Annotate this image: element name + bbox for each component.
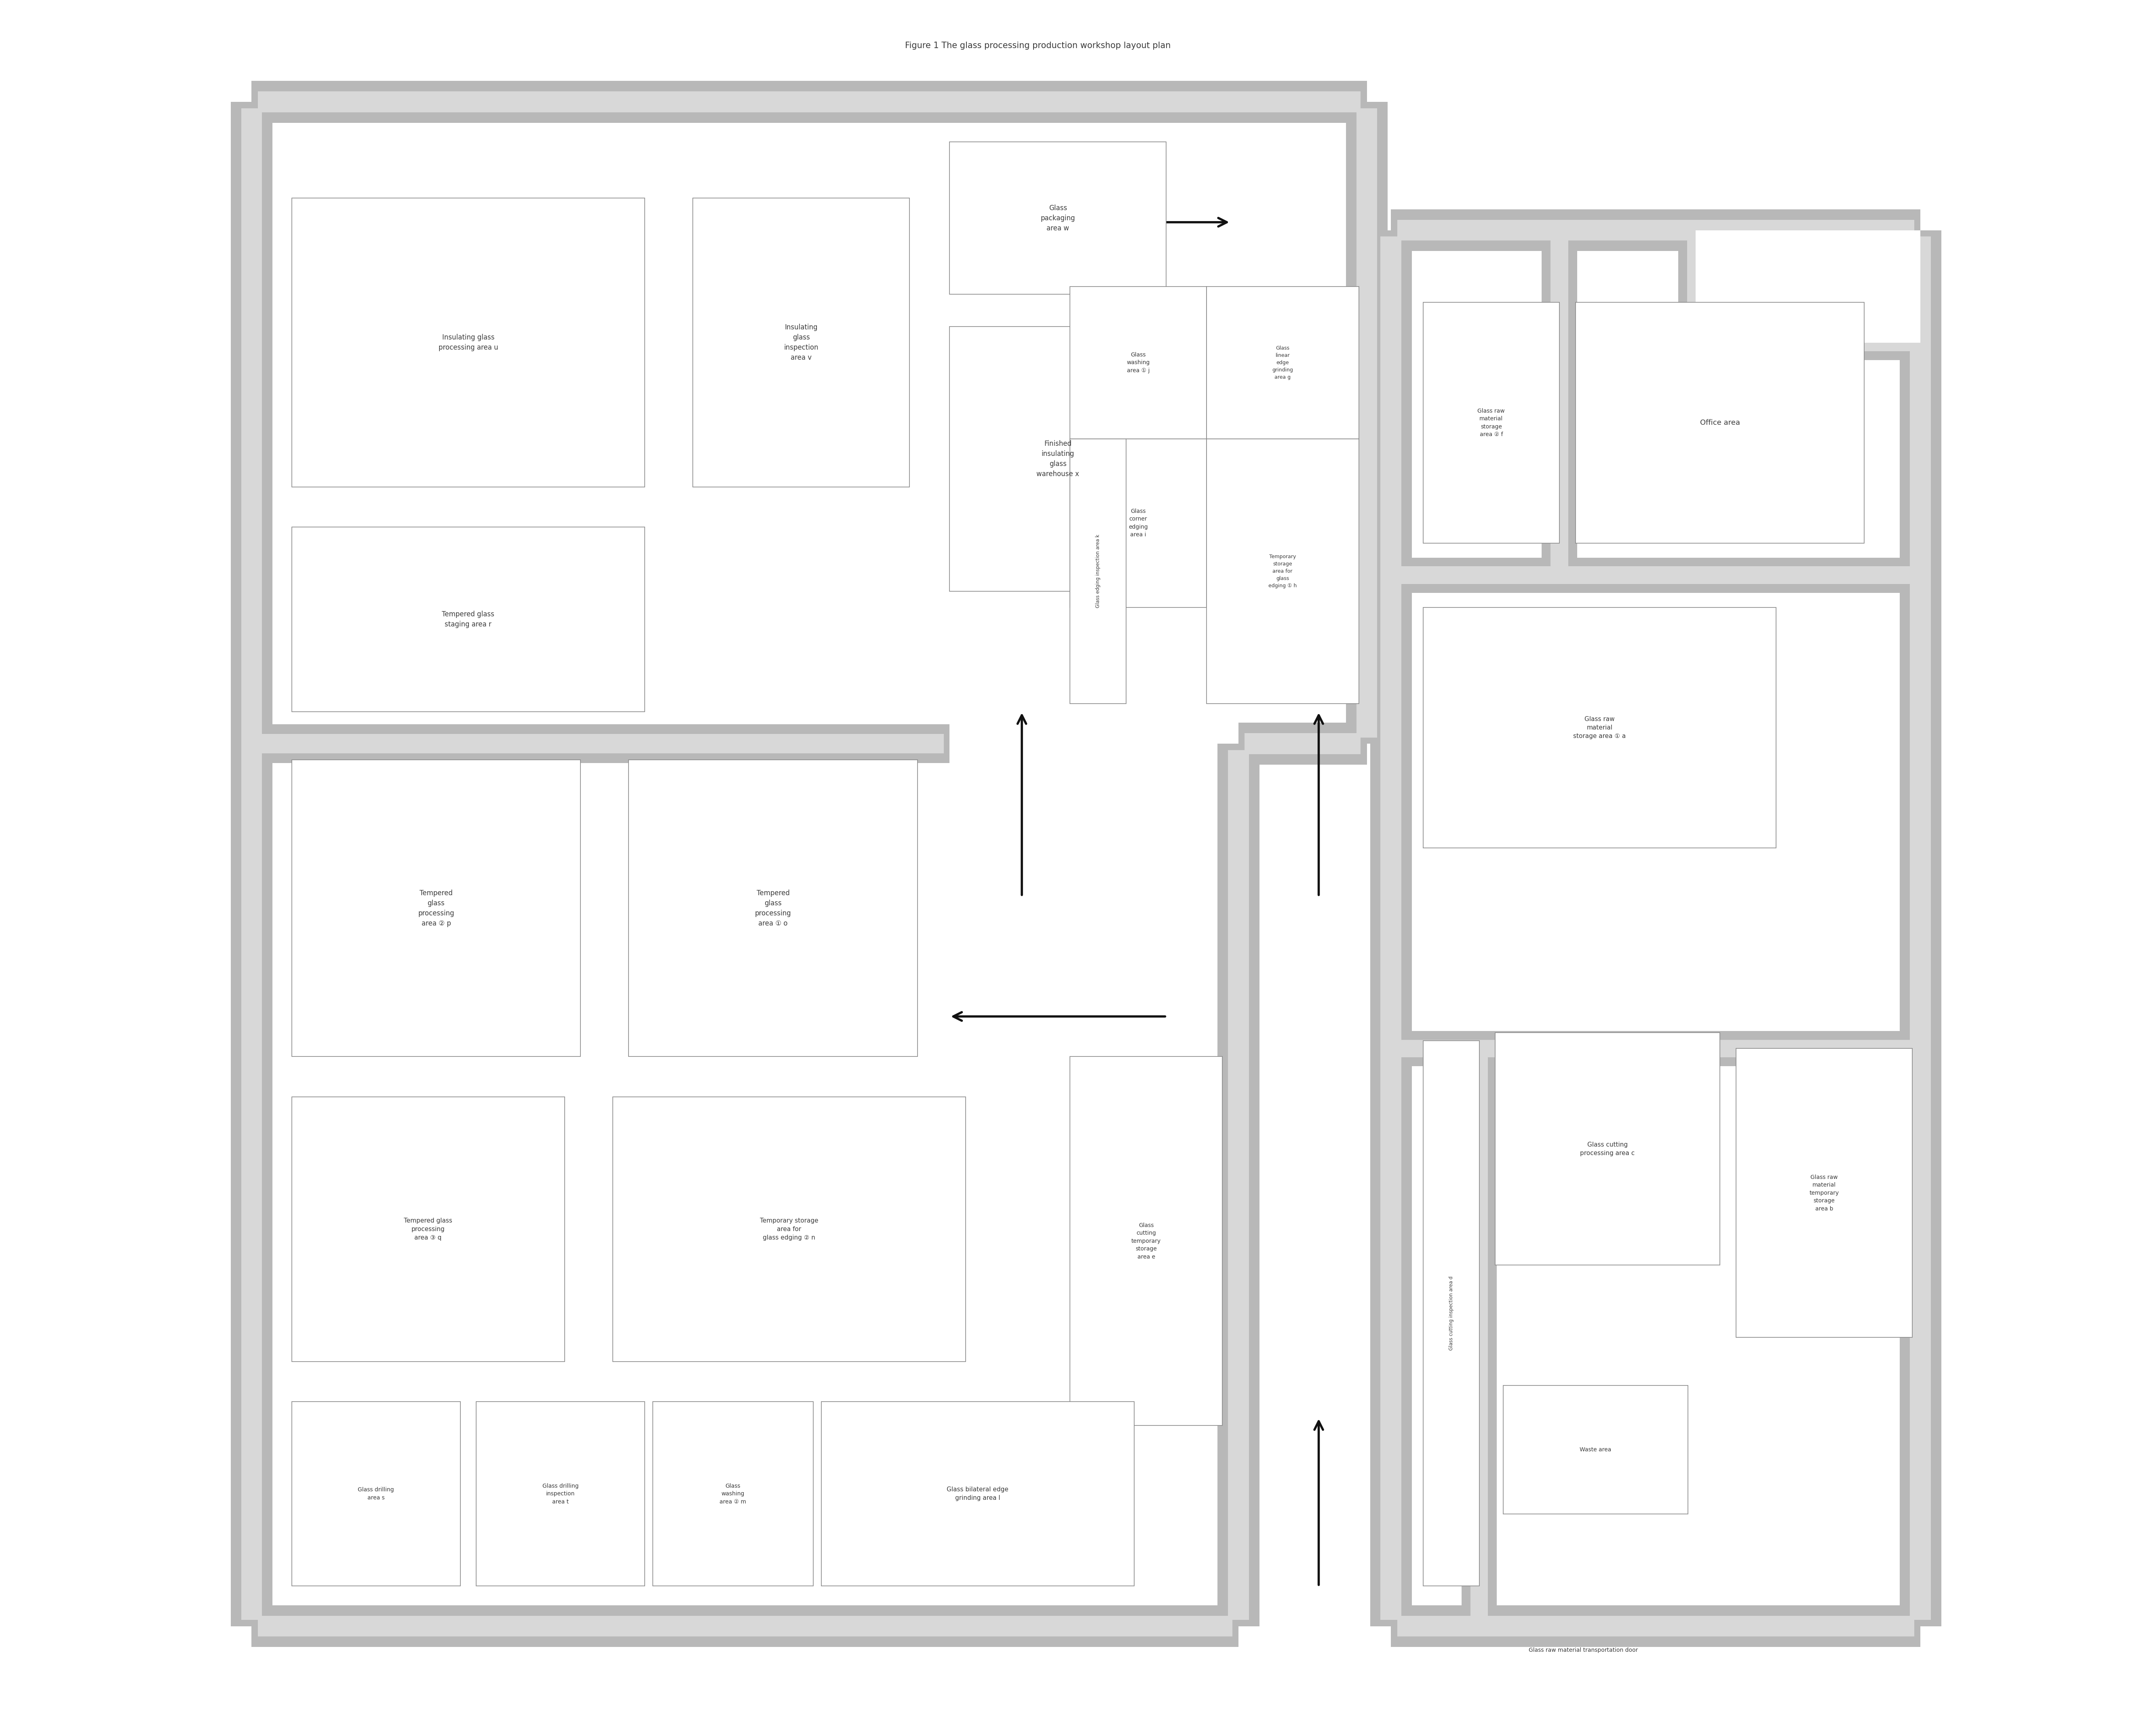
- Bar: [1576, 303, 1865, 543]
- Bar: [252, 80, 1367, 123]
- Bar: [1391, 558, 1921, 592]
- Text: Glass drilling
inspection
area t: Glass drilling inspection area t: [543, 1483, 578, 1505]
- Bar: [1697, 325, 1921, 360]
- Bar: [1899, 229, 1940, 1626]
- Bar: [949, 327, 1166, 591]
- Bar: [1397, 219, 1915, 241]
- Text: Waste area: Waste area: [1580, 1447, 1611, 1452]
- Text: Glass cutting inspection area d: Glass cutting inspection area d: [1449, 1275, 1453, 1351]
- Bar: [1397, 567, 1915, 584]
- Bar: [291, 1402, 459, 1585]
- Text: Insulating
glass
inspection
area v: Insulating glass inspection area v: [785, 324, 819, 361]
- Bar: [1397, 1039, 1915, 1058]
- Bar: [1423, 608, 1777, 847]
- Bar: [1380, 236, 1401, 1620]
- Text: Tempered
glass
processing
area ① o: Tempered glass processing area ① o: [755, 889, 791, 926]
- Bar: [1345, 103, 1388, 743]
- Text: Glass bilateral edge
grinding area l: Glass bilateral edge grinding area l: [946, 1486, 1009, 1501]
- Text: Glass raw
material
temporary
storage
area b: Glass raw material temporary storage are…: [1809, 1174, 1839, 1212]
- Bar: [653, 1402, 813, 1585]
- Text: Temporary
storage
area for
glass
edging ① h: Temporary storage area for glass edging …: [1268, 555, 1296, 589]
- Text: Tempered glass
staging area r: Tempered glass staging area r: [442, 611, 494, 628]
- Text: Glass cutting
processing area c: Glass cutting processing area c: [1580, 1142, 1634, 1156]
- Bar: [241, 108, 263, 1620]
- Bar: [1470, 1055, 1488, 1621]
- Bar: [1542, 229, 1576, 575]
- Text: Glass
washing
area ① j: Glass washing area ① j: [1128, 353, 1149, 373]
- Text: Insulating glass
processing area u: Insulating glass processing area u: [438, 334, 498, 351]
- Bar: [231, 103, 272, 1626]
- Bar: [1423, 1041, 1479, 1585]
- Bar: [692, 199, 910, 486]
- Text: Glass drilling
area s: Glass drilling area s: [358, 1488, 395, 1500]
- Bar: [1069, 286, 1207, 438]
- Bar: [1462, 1048, 1496, 1626]
- Text: Tempered
glass
processing
area ② p: Tempered glass processing area ② p: [418, 889, 455, 926]
- Text: Glass raw
material
storage
area ② f: Glass raw material storage area ② f: [1477, 407, 1505, 438]
- Bar: [259, 1616, 1233, 1637]
- Bar: [1356, 108, 1378, 738]
- Bar: [612, 1097, 966, 1361]
- Bar: [1910, 236, 1932, 1620]
- Bar: [1207, 438, 1358, 704]
- Text: Office area: Office area: [1699, 419, 1740, 426]
- Bar: [252, 724, 949, 764]
- Bar: [1701, 334, 1915, 351]
- Text: Glass
linear
edge
grinding
area g: Glass linear edge grinding area g: [1272, 346, 1294, 380]
- Bar: [291, 199, 645, 486]
- Bar: [1369, 229, 1412, 1626]
- Bar: [1238, 722, 1367, 765]
- Bar: [1069, 1056, 1222, 1426]
- Text: Glass raw material transportation door: Glass raw material transportation door: [1529, 1647, 1639, 1654]
- Text: Glass edging inspection area k: Glass edging inspection area k: [1095, 534, 1102, 608]
- Bar: [1550, 236, 1567, 570]
- Bar: [291, 760, 580, 1056]
- Text: Glass
cutting
temporary
storage
area e: Glass cutting temporary storage area e: [1132, 1222, 1160, 1260]
- Bar: [1496, 1032, 1720, 1265]
- Text: Glass raw
material
storage area ① a: Glass raw material storage area ① a: [1574, 716, 1626, 740]
- Bar: [476, 1402, 645, 1585]
- Bar: [1244, 733, 1360, 753]
- Bar: [630, 760, 918, 1056]
- Bar: [291, 1097, 565, 1361]
- Text: Finished
insulating
glass
warehouse x: Finished insulating glass warehouse x: [1037, 440, 1080, 478]
- Bar: [291, 527, 645, 712]
- Bar: [1423, 303, 1559, 543]
- Text: Glass
washing
area ② m: Glass washing area ② m: [720, 1483, 746, 1505]
- Bar: [1207, 286, 1358, 438]
- Bar: [949, 142, 1166, 294]
- Bar: [1677, 229, 1714, 342]
- Bar: [259, 91, 1360, 113]
- Text: Figure 1 The glass processing production workshop layout plan: Figure 1 The glass processing production…: [906, 41, 1171, 50]
- Text: Glass
corner
edging
area i: Glass corner edging area i: [1128, 508, 1147, 538]
- Bar: [1736, 1048, 1912, 1337]
- Bar: [1218, 743, 1259, 1626]
- Bar: [1069, 438, 1207, 608]
- Bar: [1697, 229, 1921, 342]
- Bar: [252, 1606, 1238, 1647]
- Bar: [1069, 438, 1125, 704]
- Text: Temporary storage
area for
glass edging ② n: Temporary storage area for glass edging …: [759, 1217, 819, 1241]
- Bar: [1503, 1385, 1688, 1513]
- Text: Glass
packaging
area w: Glass packaging area w: [1041, 204, 1076, 231]
- Bar: [1391, 1031, 1921, 1067]
- Bar: [1391, 209, 1921, 252]
- Bar: [1391, 1606, 1921, 1647]
- Bar: [821, 1402, 1134, 1585]
- Bar: [257, 734, 944, 753]
- Bar: [1686, 236, 1705, 337]
- Bar: [1229, 750, 1248, 1620]
- Text: Tempered glass
processing
area ③ q: Tempered glass processing area ③ q: [403, 1217, 453, 1241]
- Bar: [1397, 1616, 1915, 1637]
